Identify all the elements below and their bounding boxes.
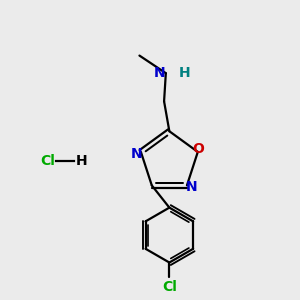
Text: N: N xyxy=(131,147,142,161)
Text: Cl: Cl xyxy=(162,280,177,294)
Text: N: N xyxy=(154,66,166,80)
Text: H: H xyxy=(76,154,88,168)
Text: H: H xyxy=(179,66,191,80)
Text: Cl: Cl xyxy=(40,154,55,168)
Text: O: O xyxy=(193,142,205,156)
Text: N: N xyxy=(185,180,197,194)
